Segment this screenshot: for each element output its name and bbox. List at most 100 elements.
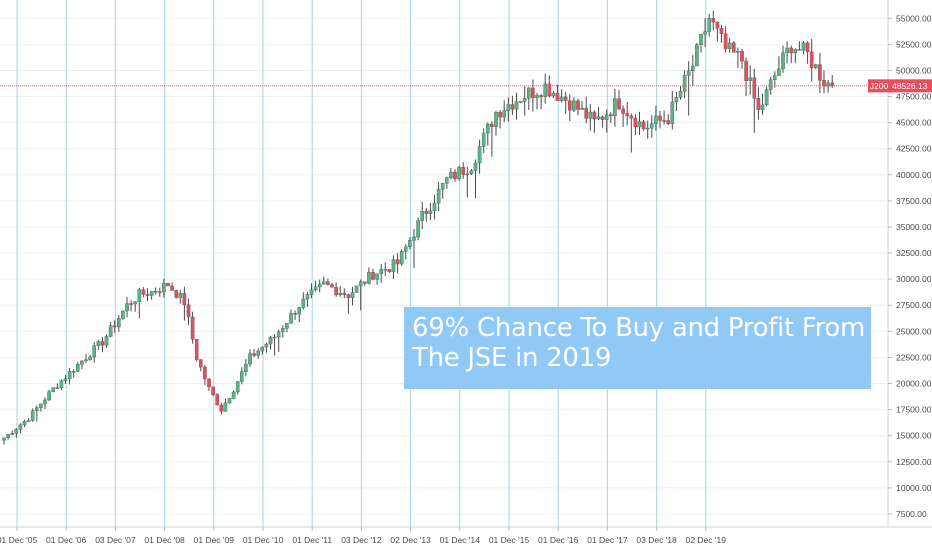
candle-body [198, 359, 203, 368]
candle-body [531, 87, 535, 98]
candle-body [219, 404, 224, 412]
candle-body [43, 399, 47, 405]
candle-body [580, 107, 584, 110]
candle-body [22, 421, 27, 426]
candle-body [244, 363, 248, 372]
candle-body [473, 162, 478, 171]
candle-body [162, 283, 166, 292]
candle-body [420, 211, 425, 221]
candle-body [613, 98, 617, 117]
candle-body [391, 259, 396, 272]
candle-body [334, 287, 338, 295]
candle-body [518, 101, 523, 103]
candle-body [322, 281, 326, 285]
candle-body [453, 171, 457, 179]
candle-body [194, 339, 199, 360]
x-tick-label: 03 Dec '07 [95, 535, 136, 545]
candle-body [699, 34, 703, 45]
candle-body [572, 100, 576, 111]
candle-body [293, 313, 297, 315]
candle-body [412, 236, 416, 241]
candle-body [830, 82, 834, 87]
x-tick-label: 01 Dec '05 [0, 535, 37, 545]
candle-body [338, 292, 343, 295]
candle-body [674, 97, 679, 103]
candle-body [522, 98, 527, 102]
candle-body [486, 123, 490, 134]
candle-body [748, 77, 752, 81]
candle-body [30, 410, 35, 421]
candle-body [358, 281, 363, 287]
candle-body [506, 104, 511, 111]
candle-body [678, 91, 683, 98]
candle-body [170, 285, 174, 291]
x-tick-label: 01 Dec '15 [489, 535, 530, 545]
candle-body [395, 259, 400, 265]
candle-body [641, 121, 646, 130]
candle-body [559, 96, 564, 101]
y-tick-label: 22500.00 [896, 352, 932, 362]
candle-body [727, 42, 732, 49]
candle-body [826, 82, 830, 87]
candle-body [367, 272, 371, 284]
candle-body [457, 167, 461, 179]
candle-body [801, 42, 806, 51]
candle-body [121, 310, 125, 319]
candle-body [760, 104, 765, 110]
x-tick-label: 01 Dec '08 [144, 535, 185, 545]
candle-body [35, 407, 39, 411]
candle-body [445, 177, 449, 184]
candle-body [645, 127, 650, 130]
last-price-label: 48526.13 [892, 81, 928, 91]
candle-body [711, 18, 716, 23]
candle-body [793, 49, 798, 54]
candle-body [211, 386, 215, 395]
candle-body [39, 403, 43, 408]
candle-body [178, 293, 183, 298]
candle-body [141, 289, 146, 295]
candle-body [670, 101, 675, 124]
candle-body [379, 269, 384, 274]
candle-body [814, 64, 818, 68]
candle-body [182, 293, 187, 305]
candle-body [289, 313, 293, 324]
candle-body [707, 18, 711, 32]
candle-body [268, 336, 273, 345]
y-tick-label: 52500.00 [896, 39, 932, 49]
candle-body [92, 345, 96, 358]
candle-body [342, 292, 347, 295]
candle-body [153, 290, 158, 293]
x-tick-label: 03 Dec '18 [636, 535, 677, 545]
candle-body [149, 290, 154, 296]
candle-body [650, 123, 654, 129]
candle-body [436, 189, 441, 204]
candle-body [809, 51, 814, 68]
candle-body [723, 33, 728, 49]
candle-body [354, 285, 359, 293]
candle-body [100, 341, 105, 346]
y-tick-label: 55000.00 [896, 13, 932, 23]
candle-body [116, 318, 121, 328]
candle-body [96, 341, 101, 346]
candle-body [71, 371, 76, 373]
candle-body [604, 114, 609, 120]
x-tick-label: 01 Dec '14 [440, 535, 481, 545]
candle-body [654, 115, 658, 124]
candle-body [777, 68, 781, 76]
candle-body [686, 70, 691, 76]
y-tick-label: 42500.00 [896, 144, 932, 154]
candle-body [256, 350, 261, 356]
candle-body [346, 294, 351, 298]
candle-body [805, 42, 810, 52]
candle-body [785, 47, 789, 54]
candle-body [309, 289, 314, 295]
candle-body [719, 28, 724, 34]
candle-body [133, 301, 138, 305]
candle-body [732, 42, 736, 53]
candle-body [215, 394, 220, 406]
candle-body [551, 92, 556, 97]
candle-body [535, 95, 539, 98]
candle-body [297, 307, 302, 315]
candle-body [510, 104, 515, 110]
candle-body [691, 65, 695, 71]
